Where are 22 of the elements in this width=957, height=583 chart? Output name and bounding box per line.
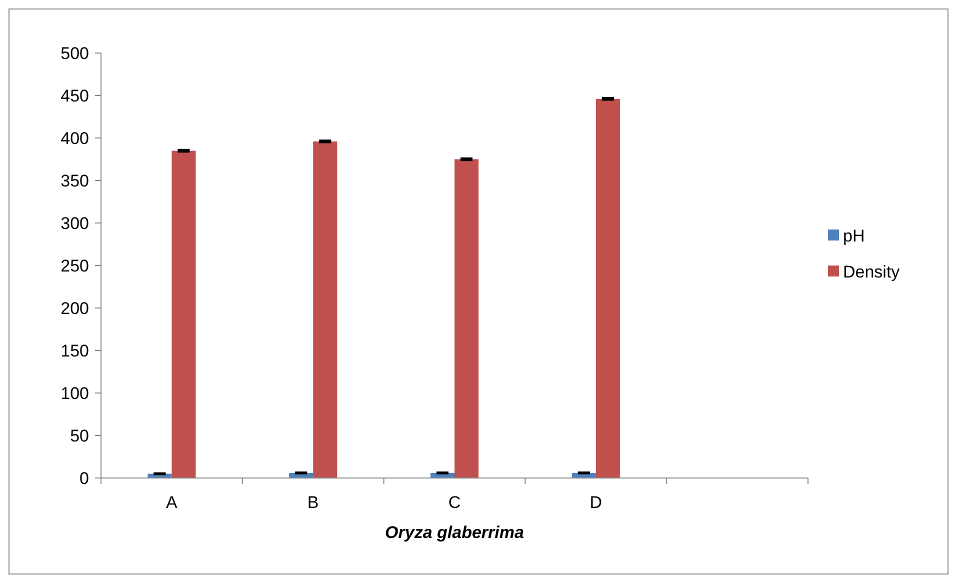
legend-label: pH bbox=[843, 226, 865, 246]
y-tick-label: 0 bbox=[80, 468, 89, 488]
y-tick-label: 300 bbox=[60, 214, 89, 233]
x-axis-title: Oryza glaberrima bbox=[385, 523, 524, 542]
bar bbox=[454, 159, 479, 478]
y-tick-label: 350 bbox=[60, 171, 89, 190]
y-tick-label: 100 bbox=[60, 384, 89, 403]
bar bbox=[172, 150, 196, 478]
y-tick-label: 500 bbox=[60, 44, 89, 63]
y-tick-label: 450 bbox=[60, 86, 89, 106]
y-tick-label: 50 bbox=[70, 426, 89, 446]
legend-label: Density bbox=[843, 262, 900, 282]
x-tick-label: D bbox=[590, 493, 602, 512]
bar bbox=[596, 98, 620, 478]
x-tick-label: A bbox=[166, 493, 178, 512]
bar bbox=[313, 141, 338, 478]
y-tick-label: 150 bbox=[60, 341, 89, 360]
x-tick-label: B bbox=[307, 493, 319, 512]
y-tick-label: 250 bbox=[60, 256, 89, 276]
x-tick-label: C bbox=[448, 493, 461, 512]
y-tick-label: 400 bbox=[60, 128, 89, 148]
y-tick-label: 200 bbox=[60, 298, 89, 318]
